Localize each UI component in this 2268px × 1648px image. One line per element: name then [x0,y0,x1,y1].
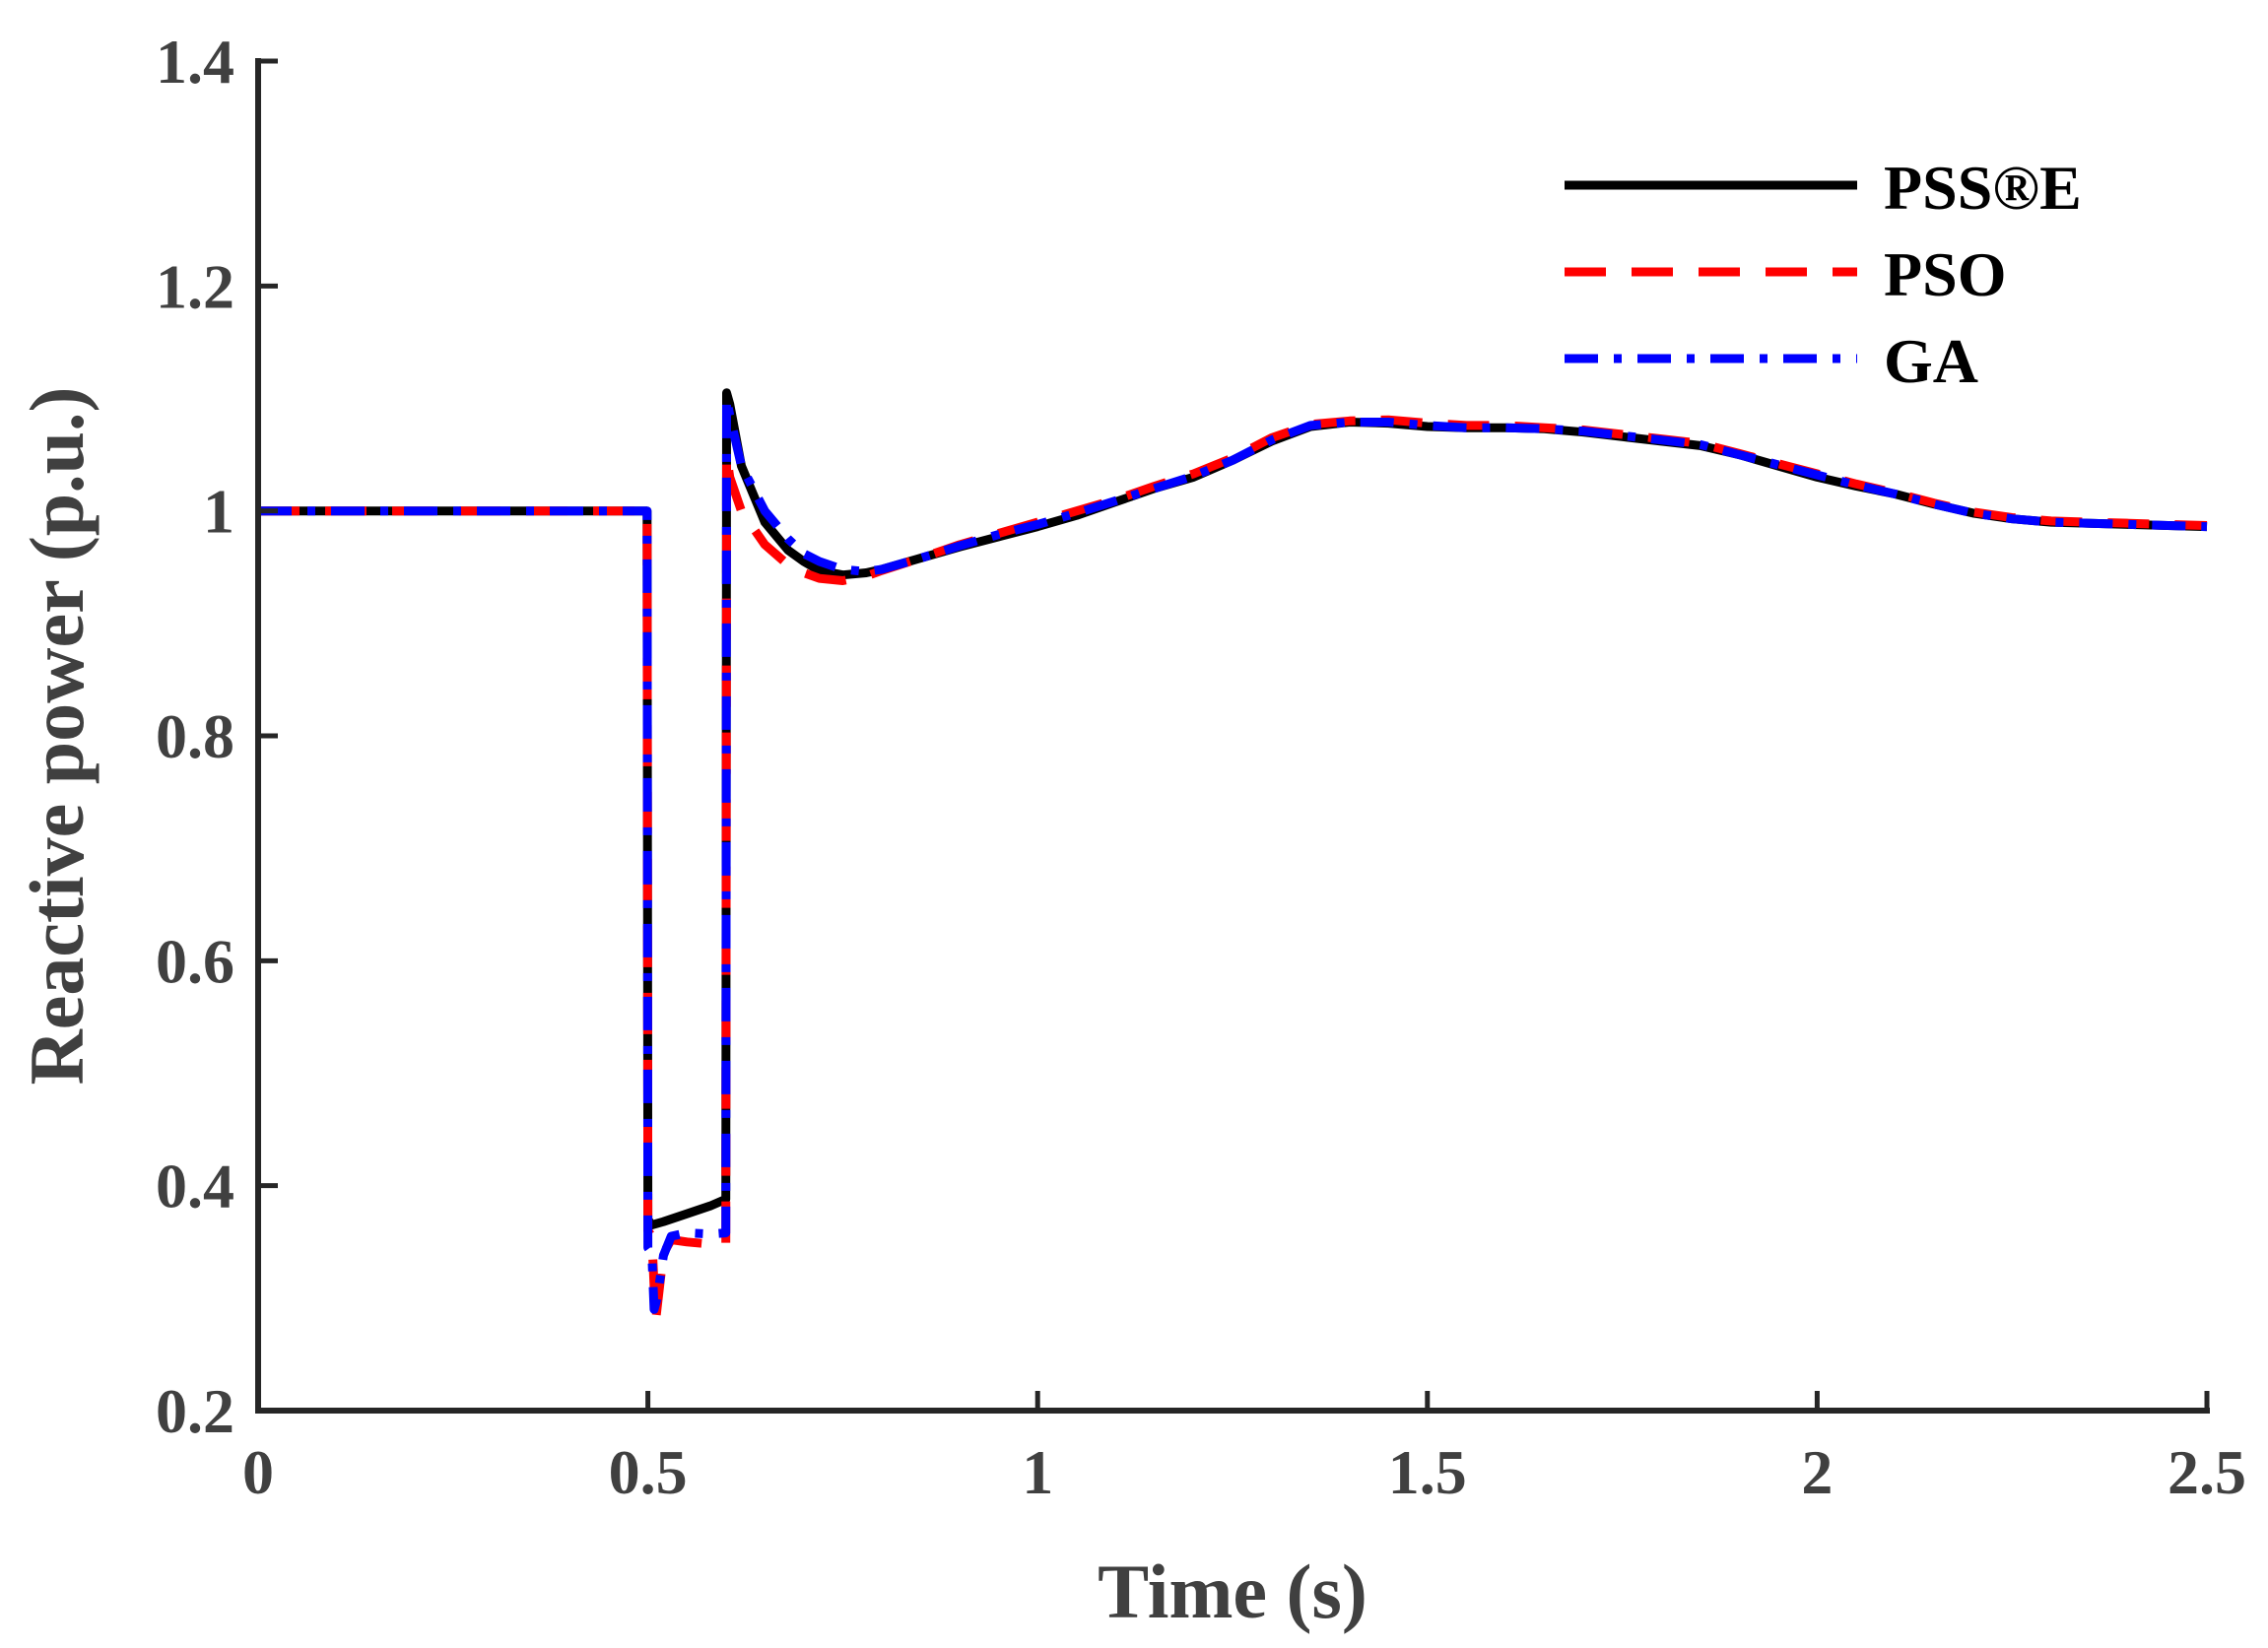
y-tick-label: 0.6 [156,926,234,996]
x-tick-label: 1.5 [1388,1437,1467,1507]
legend: PSS®E PSO GA [1565,153,2082,396]
x-tick-label: 2 [1801,1437,1833,1507]
y-tick-label: 0.4 [156,1152,234,1221]
y-tick-label: 1.4 [156,27,234,97]
x-tick-label: 0.5 [609,1437,688,1507]
series-layer [258,388,2208,1326]
x-tick-label: 2.5 [2168,1437,2246,1507]
legend-label: PSS®E [1884,153,2082,223]
y-tick-label: 0.8 [156,701,234,771]
series-line-pso [258,415,2208,1326]
y-tick-label: 1 [203,477,234,547]
x-tick-label: 0 [242,1437,274,1507]
y-tick-label: 1.2 [156,251,234,321]
legend-label: PSO [1884,239,2006,309]
x-tick-label: 1 [1022,1437,1053,1507]
ticks-layer: 0 0.5 1 1.5 2 2.5 0.2 0.4 0.6 0.8 1 1.2 1.4 [156,27,2246,1507]
y-tick-label: 0.2 [156,1376,234,1446]
legend-label: GA [1884,326,1978,396]
x-axis-label: Time (s) [1098,1549,1367,1634]
y-axis-label: Reactive power (p.u.) [14,386,100,1085]
series-line-ga [258,394,2208,1314]
series-line-pss-e [258,388,2208,1230]
